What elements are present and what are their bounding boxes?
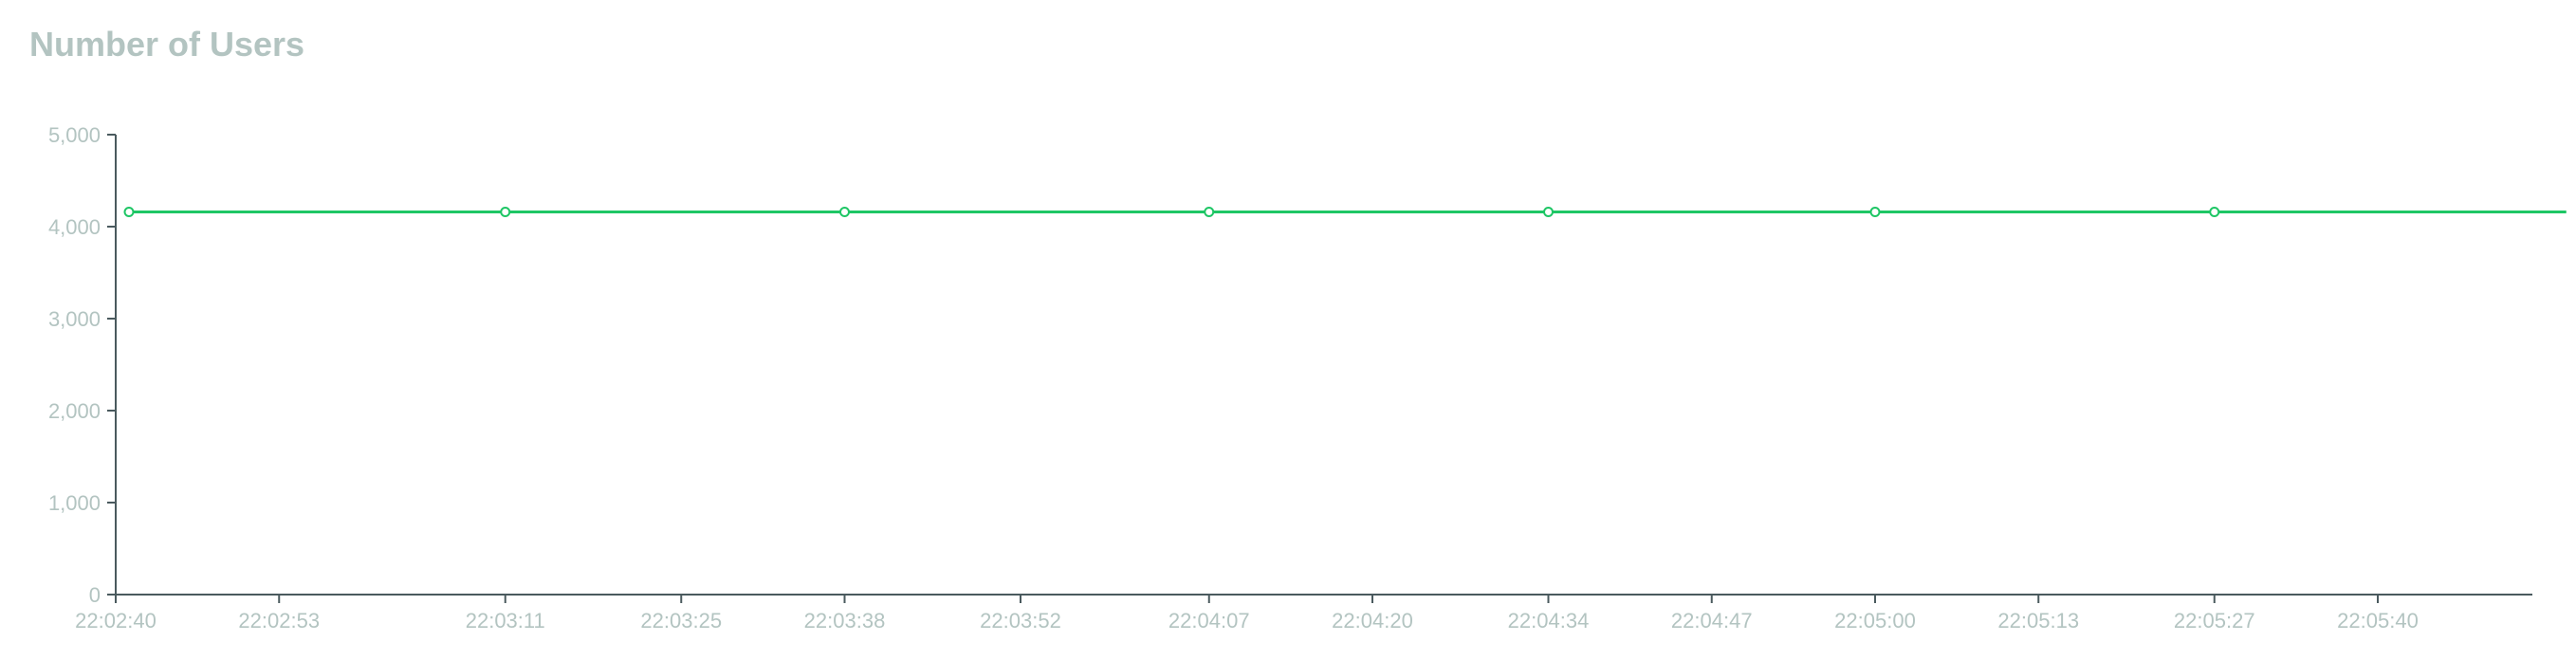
y-tick-label: 1,000 [48, 491, 101, 515]
data-point [1204, 206, 1215, 217]
x-tick-label: 22:02:40 [75, 609, 156, 632]
x-tick-label: 22:04:20 [1332, 609, 1413, 632]
x-tick-label: 22:04:07 [1168, 609, 1250, 632]
y-axis-ticks: 0 1,000 2,000 3,000 4,000 5,000 [48, 123, 116, 607]
data-point [123, 206, 135, 217]
y-tick-label: 0 [89, 583, 101, 607]
x-tick-label: 22:03:38 [804, 609, 886, 632]
series-group [123, 206, 2567, 217]
x-tick-label: 22:03:25 [640, 609, 722, 632]
x-tick-label: 22:04:34 [1508, 609, 1590, 632]
x-tick-label: 22:03:52 [980, 609, 1061, 632]
x-tick-label: 22:02:53 [238, 609, 320, 632]
x-tick-label: 22:04:47 [1671, 609, 1753, 632]
data-point [500, 206, 511, 217]
x-tick-label: 22:05:00 [1834, 609, 1916, 632]
data-point [1543, 206, 1554, 217]
x-tick-label: 22:03:11 [466, 609, 545, 632]
x-tick-label: 22:05:27 [2174, 609, 2255, 632]
y-tick-label: 3,000 [48, 307, 101, 331]
y-tick-label: 2,000 [48, 399, 101, 423]
y-tick-label: 4,000 [48, 215, 101, 239]
x-axis-ticks: 22:02:40 22:02:53 22:03:11 22:03:25 22:03:38… [75, 595, 2419, 632]
chart-title: Number of Users [29, 25, 305, 64]
data-point [2209, 206, 2220, 217]
data-point [1869, 206, 1881, 217]
x-tick-label: 22:05:13 [1997, 609, 2079, 632]
data-point [839, 206, 850, 217]
x-tick-label: 22:05:40 [2337, 609, 2419, 632]
y-tick-label: 5,000 [48, 123, 101, 147]
